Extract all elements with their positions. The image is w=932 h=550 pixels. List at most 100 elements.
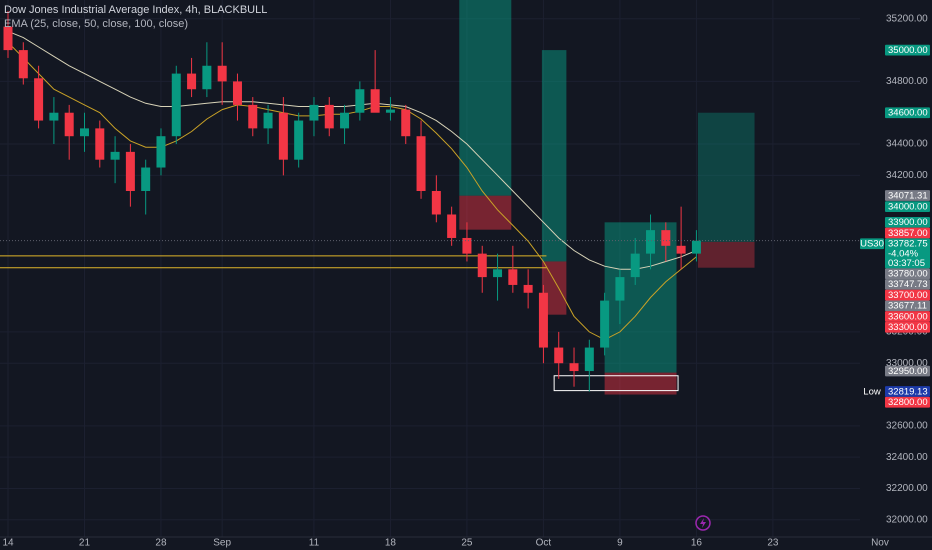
price-tag-label: 32800.00 (888, 397, 928, 408)
candle-body (248, 104, 258, 129)
price-tag-label: 34000.00 (888, 201, 928, 212)
y-tick-label: 32200.00 (886, 483, 928, 494)
price-tag-label: 33900.00 (888, 217, 928, 228)
ema-line (7, 41, 697, 341)
price-change: -4.04% (888, 248, 919, 259)
ema-line (7, 30, 697, 270)
price-tag (885, 300, 930, 312)
candle-body (493, 269, 503, 278)
y-tick-label: 32600.00 (886, 420, 928, 431)
candle-body (79, 128, 89, 137)
low-tag: Low (863, 386, 881, 397)
price-tag (885, 190, 930, 201)
price-tag-label: 33782.75 (888, 238, 928, 249)
indicator-legend: EMA (25, close, 50, close, 100, close) (4, 18, 188, 30)
candle-body (156, 136, 166, 168)
candle-body (416, 136, 426, 192)
y-tick-label: 32000.00 (886, 514, 928, 525)
y-tick-label: 33000.00 (886, 358, 928, 369)
candle-body (294, 120, 304, 160)
x-tick-label: 21 (79, 538, 91, 549)
candle-body (569, 363, 579, 372)
price-tag (885, 107, 930, 119)
candle-body (523, 284, 533, 293)
price-tag (885, 289, 930, 301)
price-tag (885, 216, 930, 228)
candle-body (477, 253, 487, 278)
candle-body (431, 191, 441, 215)
candle-body (171, 73, 181, 137)
candle-body (141, 167, 151, 192)
x-tick-label: 16 (691, 538, 703, 549)
price-tag (885, 396, 930, 408)
candle-body (401, 109, 411, 137)
price-tag (885, 279, 930, 290)
price-tag-label: 33600.00 (888, 311, 928, 322)
price-tag-label: 35000.00 (888, 45, 928, 56)
candle-body (110, 151, 120, 160)
x-tick-label: 14 (2, 538, 14, 549)
price-tag (885, 238, 930, 269)
price-tag (885, 311, 930, 322)
x-tick-label: 28 (155, 538, 167, 549)
position-zone (697, 112, 755, 242)
candle-body (324, 104, 334, 129)
price-tag-label: 33780.00 (888, 268, 928, 279)
candle-body (447, 214, 457, 238)
price-tag-label: 33700.00 (888, 290, 928, 301)
flash-icon[interactable] (695, 515, 711, 531)
position-zone (541, 50, 567, 262)
x-tick-label: 23 (767, 538, 779, 549)
chart-title: Dow Jones Industrial Average Index, 4h, … (4, 4, 267, 16)
x-tick-label: Sep (213, 538, 231, 549)
x-tick-label: Oct (536, 538, 552, 549)
x-tick-label: 9 (617, 538, 623, 549)
candle-body (309, 104, 319, 121)
price-tag (885, 268, 930, 280)
symbol-tag-bg (860, 238, 884, 250)
price-tag-label: 33747.73 (888, 279, 928, 290)
x-tick-label: 25 (461, 538, 473, 549)
candle-body (95, 128, 105, 160)
candle-body (584, 347, 594, 372)
candle-body (278, 112, 288, 160)
price-tag-label: 33677.11 (888, 301, 927, 312)
price-tag (885, 227, 930, 239)
candle-body (554, 347, 564, 364)
bar-countdown: 03:37:05 (888, 258, 925, 269)
candle-body (661, 230, 671, 246)
y-tick-label: 34200.00 (886, 170, 928, 181)
candle-body (355, 89, 365, 113)
candle-body (646, 230, 656, 254)
x-tick-label: 18 (385, 538, 397, 549)
symbol-tag: US30 (860, 238, 884, 249)
candle-body (125, 151, 135, 192)
candle-body (187, 73, 197, 90)
price-tag-label: 34071.31 (888, 190, 928, 201)
candle-body (615, 277, 625, 301)
candle-body (385, 109, 395, 113)
candle-body (49, 112, 59, 121)
position-zone (697, 241, 755, 268)
y-tick-label: 32400.00 (886, 452, 928, 463)
price-tag-label: 34600.00 (888, 107, 928, 118)
y-tick-label: 34400.00 (886, 139, 928, 150)
price-tag (885, 386, 930, 397)
y-tick-label: 34800.00 (886, 76, 928, 87)
candle-body (340, 112, 350, 129)
x-tick-label: 11 (309, 538, 320, 549)
candle-body (34, 78, 44, 121)
price-tag (885, 201, 930, 213)
price-tag (885, 44, 930, 56)
candle-body (3, 26, 13, 51)
position-zone (459, 0, 512, 196)
candle-body (462, 237, 472, 254)
price-tag-label: 32950.00 (888, 366, 928, 377)
price-tag-label: 33857.00 (888, 228, 928, 239)
position-zone (459, 195, 512, 230)
price-tag-label: 33300.00 (888, 322, 928, 333)
price-tag (885, 365, 930, 377)
candle-body (263, 112, 273, 129)
position-zone (604, 372, 677, 395)
